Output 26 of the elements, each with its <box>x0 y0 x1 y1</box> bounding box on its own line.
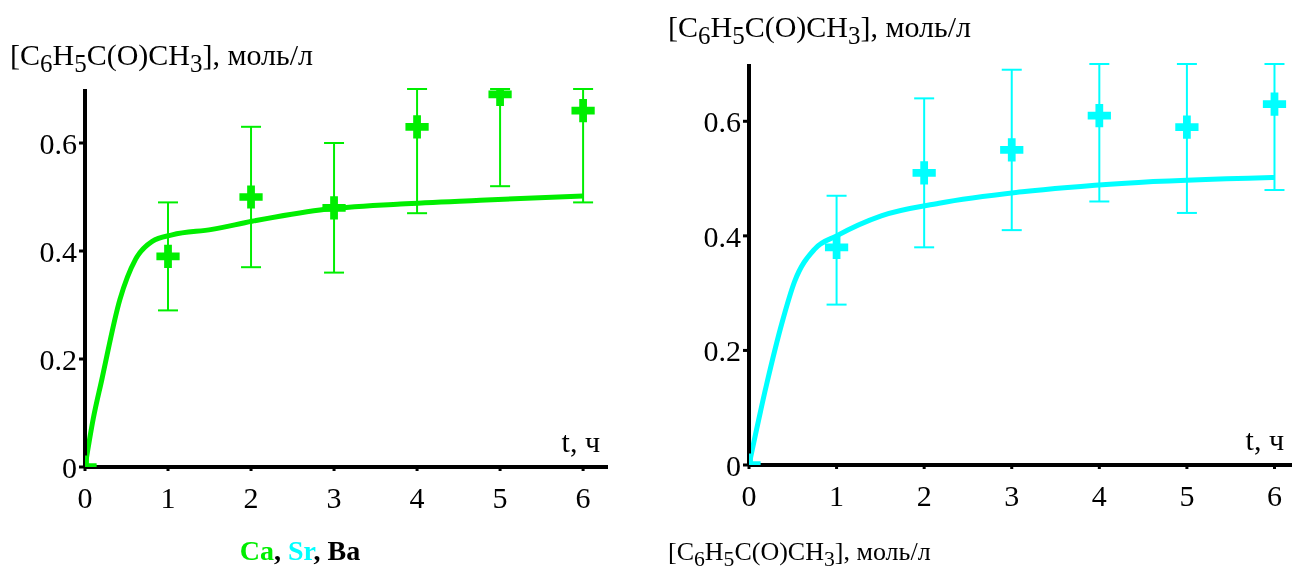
y-axis-title: [C$_{6}$H$_{5}$C(O)CH$_{3}$], моль/л <box>10 38 314 78</box>
x-tick-label: 6 <box>1266 479 1282 513</box>
x-tick-label: 4 <box>1091 479 1107 513</box>
y-tick-label: 0 <box>62 450 77 484</box>
x-tick-label: 4 <box>409 481 425 515</box>
y-tick-label: 0.4 <box>703 219 741 253</box>
x-tick-label: 1 <box>160 481 176 515</box>
x-tick-label: 2 <box>916 479 932 513</box>
x-tick-label: 3 <box>1004 479 1020 513</box>
y-tick-label: 0.6 <box>703 104 741 138</box>
text: [C$_{6}$H$_{5}$C(O)CH$_{3}$], моль/л <box>668 537 931 573</box>
x-tick-label: 2 <box>243 481 259 515</box>
x-tick-label: 5 <box>1179 479 1195 513</box>
y-tick-label: 0.2 <box>703 334 741 368</box>
y-tick-label: 0.4 <box>39 234 77 268</box>
x-tick-label: 5 <box>492 481 508 515</box>
y-axis-title: [C$_{6}$H$_{5}$C(O)CH$_{3}$], моль/л <box>668 10 972 50</box>
x-axis-title: t, ч <box>561 425 600 459</box>
y-tick-label: 0.6 <box>39 126 77 160</box>
x-tick-label: 6 <box>575 481 591 515</box>
x-tick-label: 3 <box>326 481 342 515</box>
x-tick-label: 1 <box>829 479 845 513</box>
text: Ca, Sr, Ba <box>239 535 361 566</box>
y-tick-label: 0.2 <box>39 342 77 376</box>
x-axis-title: t, ч <box>1245 423 1284 457</box>
y-tick-label: 0 <box>726 448 741 482</box>
